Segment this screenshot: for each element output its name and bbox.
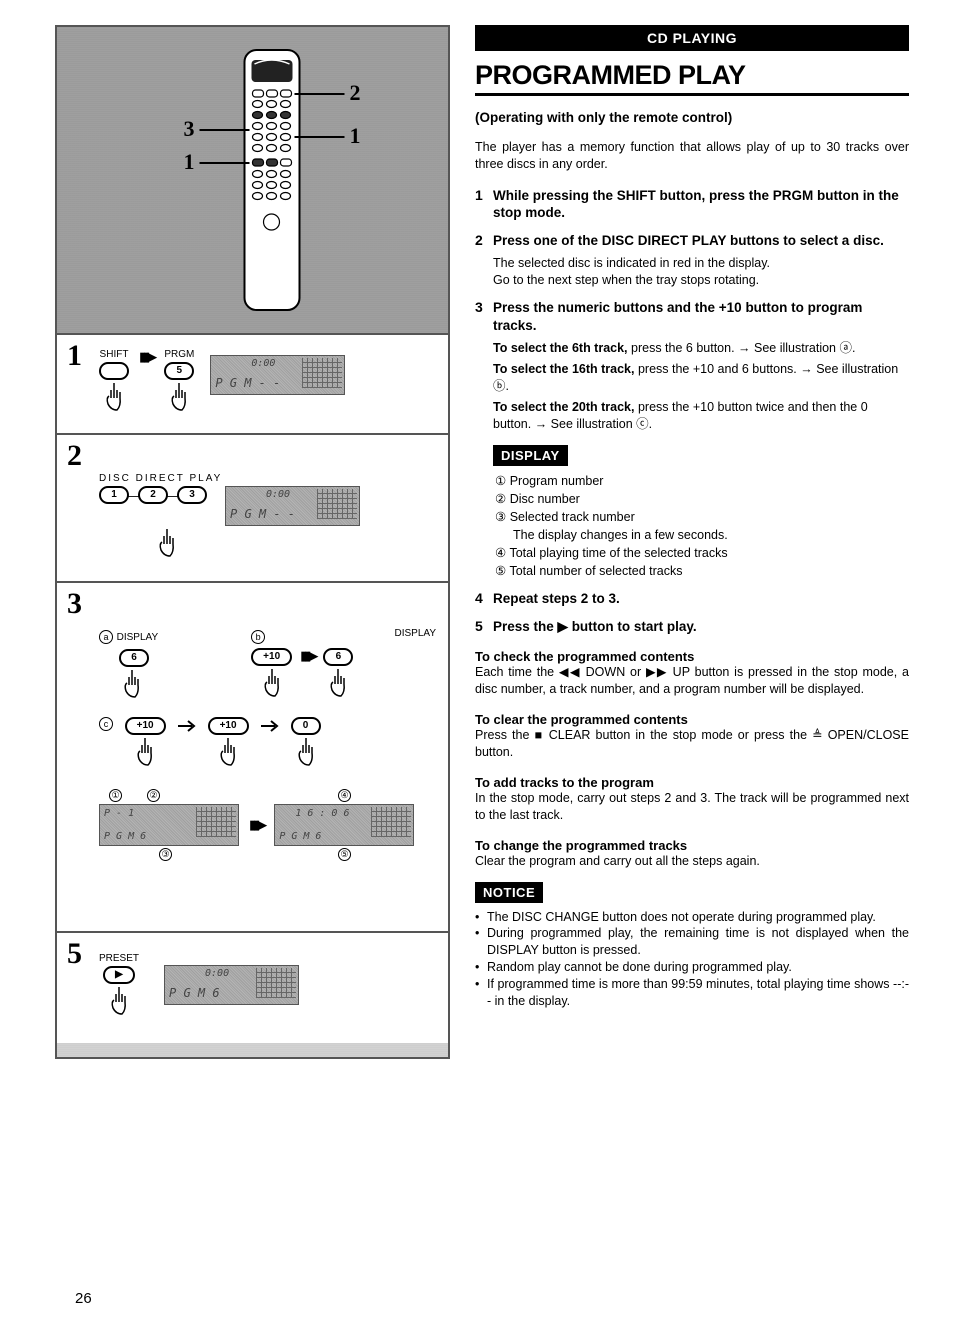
hand-icon [259, 666, 285, 700]
hand-icon [215, 735, 241, 769]
step-5-diagram: 5 PRESET ▶ 0:00 P G M 6 [57, 933, 448, 1043]
change-tracks-heading: To change the programmed tracks [475, 838, 909, 853]
arrow-icon: ▮▮▶ [139, 349, 154, 365]
display-panel: 0:00 P G M - - [210, 355, 345, 395]
display-label: DISPLAY [493, 445, 568, 466]
disc-2-button: 2 [138, 486, 168, 504]
check-contents-heading: To check the programmed contents [475, 649, 909, 664]
button-plus10: +10 [251, 648, 292, 666]
remote-diagram: 2 1 3 1 [55, 25, 450, 335]
button-6: 6 [119, 649, 149, 667]
display-panel: P - 1 P G M 6 [99, 804, 239, 846]
check-contents-body: Each time the ◀◀ DOWN or ▶▶ UP button is… [475, 664, 909, 698]
hand-icon [106, 984, 132, 1018]
circled-b: b [251, 630, 265, 644]
instruction-step-5: 5 Press the ▶ button to start play. [475, 618, 909, 636]
text-column: CD PLAYING PROGRAMMED PLAY (Operating wi… [475, 25, 909, 1059]
stop-icon: ■ [535, 728, 544, 742]
hand-icon [325, 666, 351, 700]
page-title: PROGRAMMED PLAY [475, 60, 909, 96]
circled-a: a [99, 630, 113, 644]
instruction-step-2: 2 Press one of the DISC DIRECT PLAY butt… [475, 232, 909, 289]
page-number: 26 [75, 1290, 92, 1307]
subtitle: (Operating with only the remote control) [475, 110, 909, 125]
hand-icon [101, 380, 127, 414]
play-button: ▶ [103, 966, 135, 984]
step-2-diagram: 2 DISC DIRECT PLAY 1 — 2 — 3 0:00 [57, 435, 448, 583]
svg-text:3: 3 [183, 116, 194, 141]
svg-text:1: 1 [349, 123, 360, 148]
circled-3: ③ [159, 848, 172, 861]
instruction-step-4: 4 Repeat steps 2 to 3. [475, 590, 909, 608]
arrow-icon [176, 719, 198, 736]
rewind-icon: ◀◀ [559, 665, 581, 679]
display-panel: 0:00 P G M - - [225, 486, 360, 526]
hand-icon [293, 735, 319, 769]
section-banner: CD PLAYING [475, 25, 909, 51]
arrow-icon: ▮▮▶ [300, 648, 315, 664]
add-tracks-heading: To add tracks to the program [475, 775, 909, 790]
decorative-border [57, 1043, 448, 1057]
svg-text:1: 1 [183, 149, 194, 174]
display-panel: 1 6 : 0 6 P G M 6 [274, 804, 414, 846]
display-legend: ① Program number ② Disc number ③ Selecte… [493, 472, 909, 581]
step-3-diagram: 3 a DISPLAY 6 b [57, 583, 448, 933]
instruction-step-1: 1 While pressing the SHIFT button, press… [475, 187, 909, 222]
play-icon: ▶ [558, 619, 568, 634]
circled-c: c [99, 717, 113, 731]
arrow-icon: ▮▮▶ [249, 817, 264, 833]
svg-text:2: 2 [349, 80, 360, 105]
preset-label: PRESET [99, 953, 139, 964]
arrow-icon [259, 719, 281, 736]
button-0: 0 [291, 717, 321, 735]
add-tracks-body: In the stop mode, carry out steps 2 and … [475, 790, 909, 824]
step-number: 2 [67, 439, 82, 473]
shift-label: SHIFT [100, 349, 129, 360]
disc-1-button: 1 [99, 486, 129, 504]
button-plus10: +10 [125, 717, 166, 735]
notice-list: •The DISC CHANGE button does not operate… [475, 909, 909, 1010]
circled-5: ⑤ [338, 848, 351, 861]
intro-text: The player has a memory function that al… [475, 139, 909, 173]
notice-label: NOTICE [475, 882, 543, 903]
hand-icon [132, 735, 158, 769]
remote-control-icon: 2 1 3 1 [149, 42, 379, 327]
hand-icon [119, 667, 145, 701]
prgm-label: PRGM [164, 349, 194, 360]
step-1-diagram: 1 SHIFT ▮▮▶ PRGM 5 [57, 335, 448, 435]
disc-direct-play-label: DISC DIRECT PLAY [99, 473, 436, 484]
prgm-button: 5 [164, 362, 194, 380]
eject-icon: ≜ [812, 728, 822, 742]
hand-icon [166, 380, 192, 414]
step-number: 1 [67, 339, 82, 373]
circled-4: ④ [338, 789, 351, 802]
button-plus10: +10 [208, 717, 249, 735]
clear-contents-body: Press the ■ CLEAR button in the stop mod… [475, 727, 909, 761]
step-number: 5 [67, 937, 82, 971]
clear-contents-heading: To clear the programmed contents [475, 712, 909, 727]
forward-icon: ▶▶ [646, 665, 668, 679]
illustration-column: 2 1 3 1 1 SHIFT [55, 25, 450, 1059]
circled-2: ② [147, 789, 160, 802]
instruction-step-3: 3 Press the numeric buttons and the +10 … [475, 299, 909, 580]
hand-icon [154, 526, 180, 560]
change-tracks-body: Clear the program and carry out all the … [475, 853, 909, 870]
shift-button [99, 362, 129, 380]
step-number: 3 [67, 587, 82, 621]
circled-1: ① [109, 789, 122, 802]
disc-3-button: 3 [177, 486, 207, 504]
display-panel: 0:00 P G M 6 [164, 965, 299, 1005]
button-6: 6 [323, 648, 353, 666]
